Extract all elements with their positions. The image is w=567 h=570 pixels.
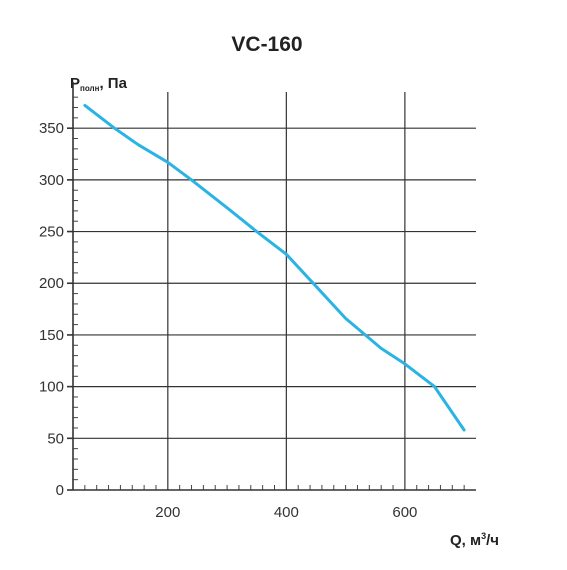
x-axis-label-main: Q, м (450, 532, 481, 549)
x-tick-label-400: 400 (274, 504, 299, 521)
series-line-0 (83, 103, 466, 432)
axes (72, 82, 476, 491)
grid (73, 92, 476, 490)
x-axis-label: Q, м3/ч (450, 531, 499, 549)
y-axis-label-sub: полн (80, 84, 100, 93)
y-tick-label-50: 50 (47, 430, 64, 447)
ticks: 0 50 100 150 200 250 300 350 200 400 600 (39, 96, 465, 521)
x-tick-label-200: 200 (155, 504, 180, 521)
x-axis-label-sup: 3 (481, 531, 486, 541)
y-tick-label-300: 300 (39, 172, 64, 189)
y-tick-label-200: 200 (39, 275, 64, 292)
y-tick-label-350: 350 (39, 120, 64, 137)
series-layer (83, 103, 466, 432)
y-tick-label-0: 0 (56, 482, 64, 499)
y-tick-label-150: 150 (39, 327, 64, 344)
y-axis-label: Pполн, Па (70, 75, 128, 93)
x-tick-label-600: 600 (392, 504, 417, 521)
y-tick-label-250: 250 (39, 224, 64, 241)
x-axis-label-rest: /ч (486, 532, 499, 549)
chart-title: VC-160 (231, 33, 302, 56)
y-axis-label-main: P (70, 75, 80, 92)
y-axis-label-rest: , Па (99, 75, 127, 92)
y-tick-label-100: 100 (39, 379, 64, 396)
